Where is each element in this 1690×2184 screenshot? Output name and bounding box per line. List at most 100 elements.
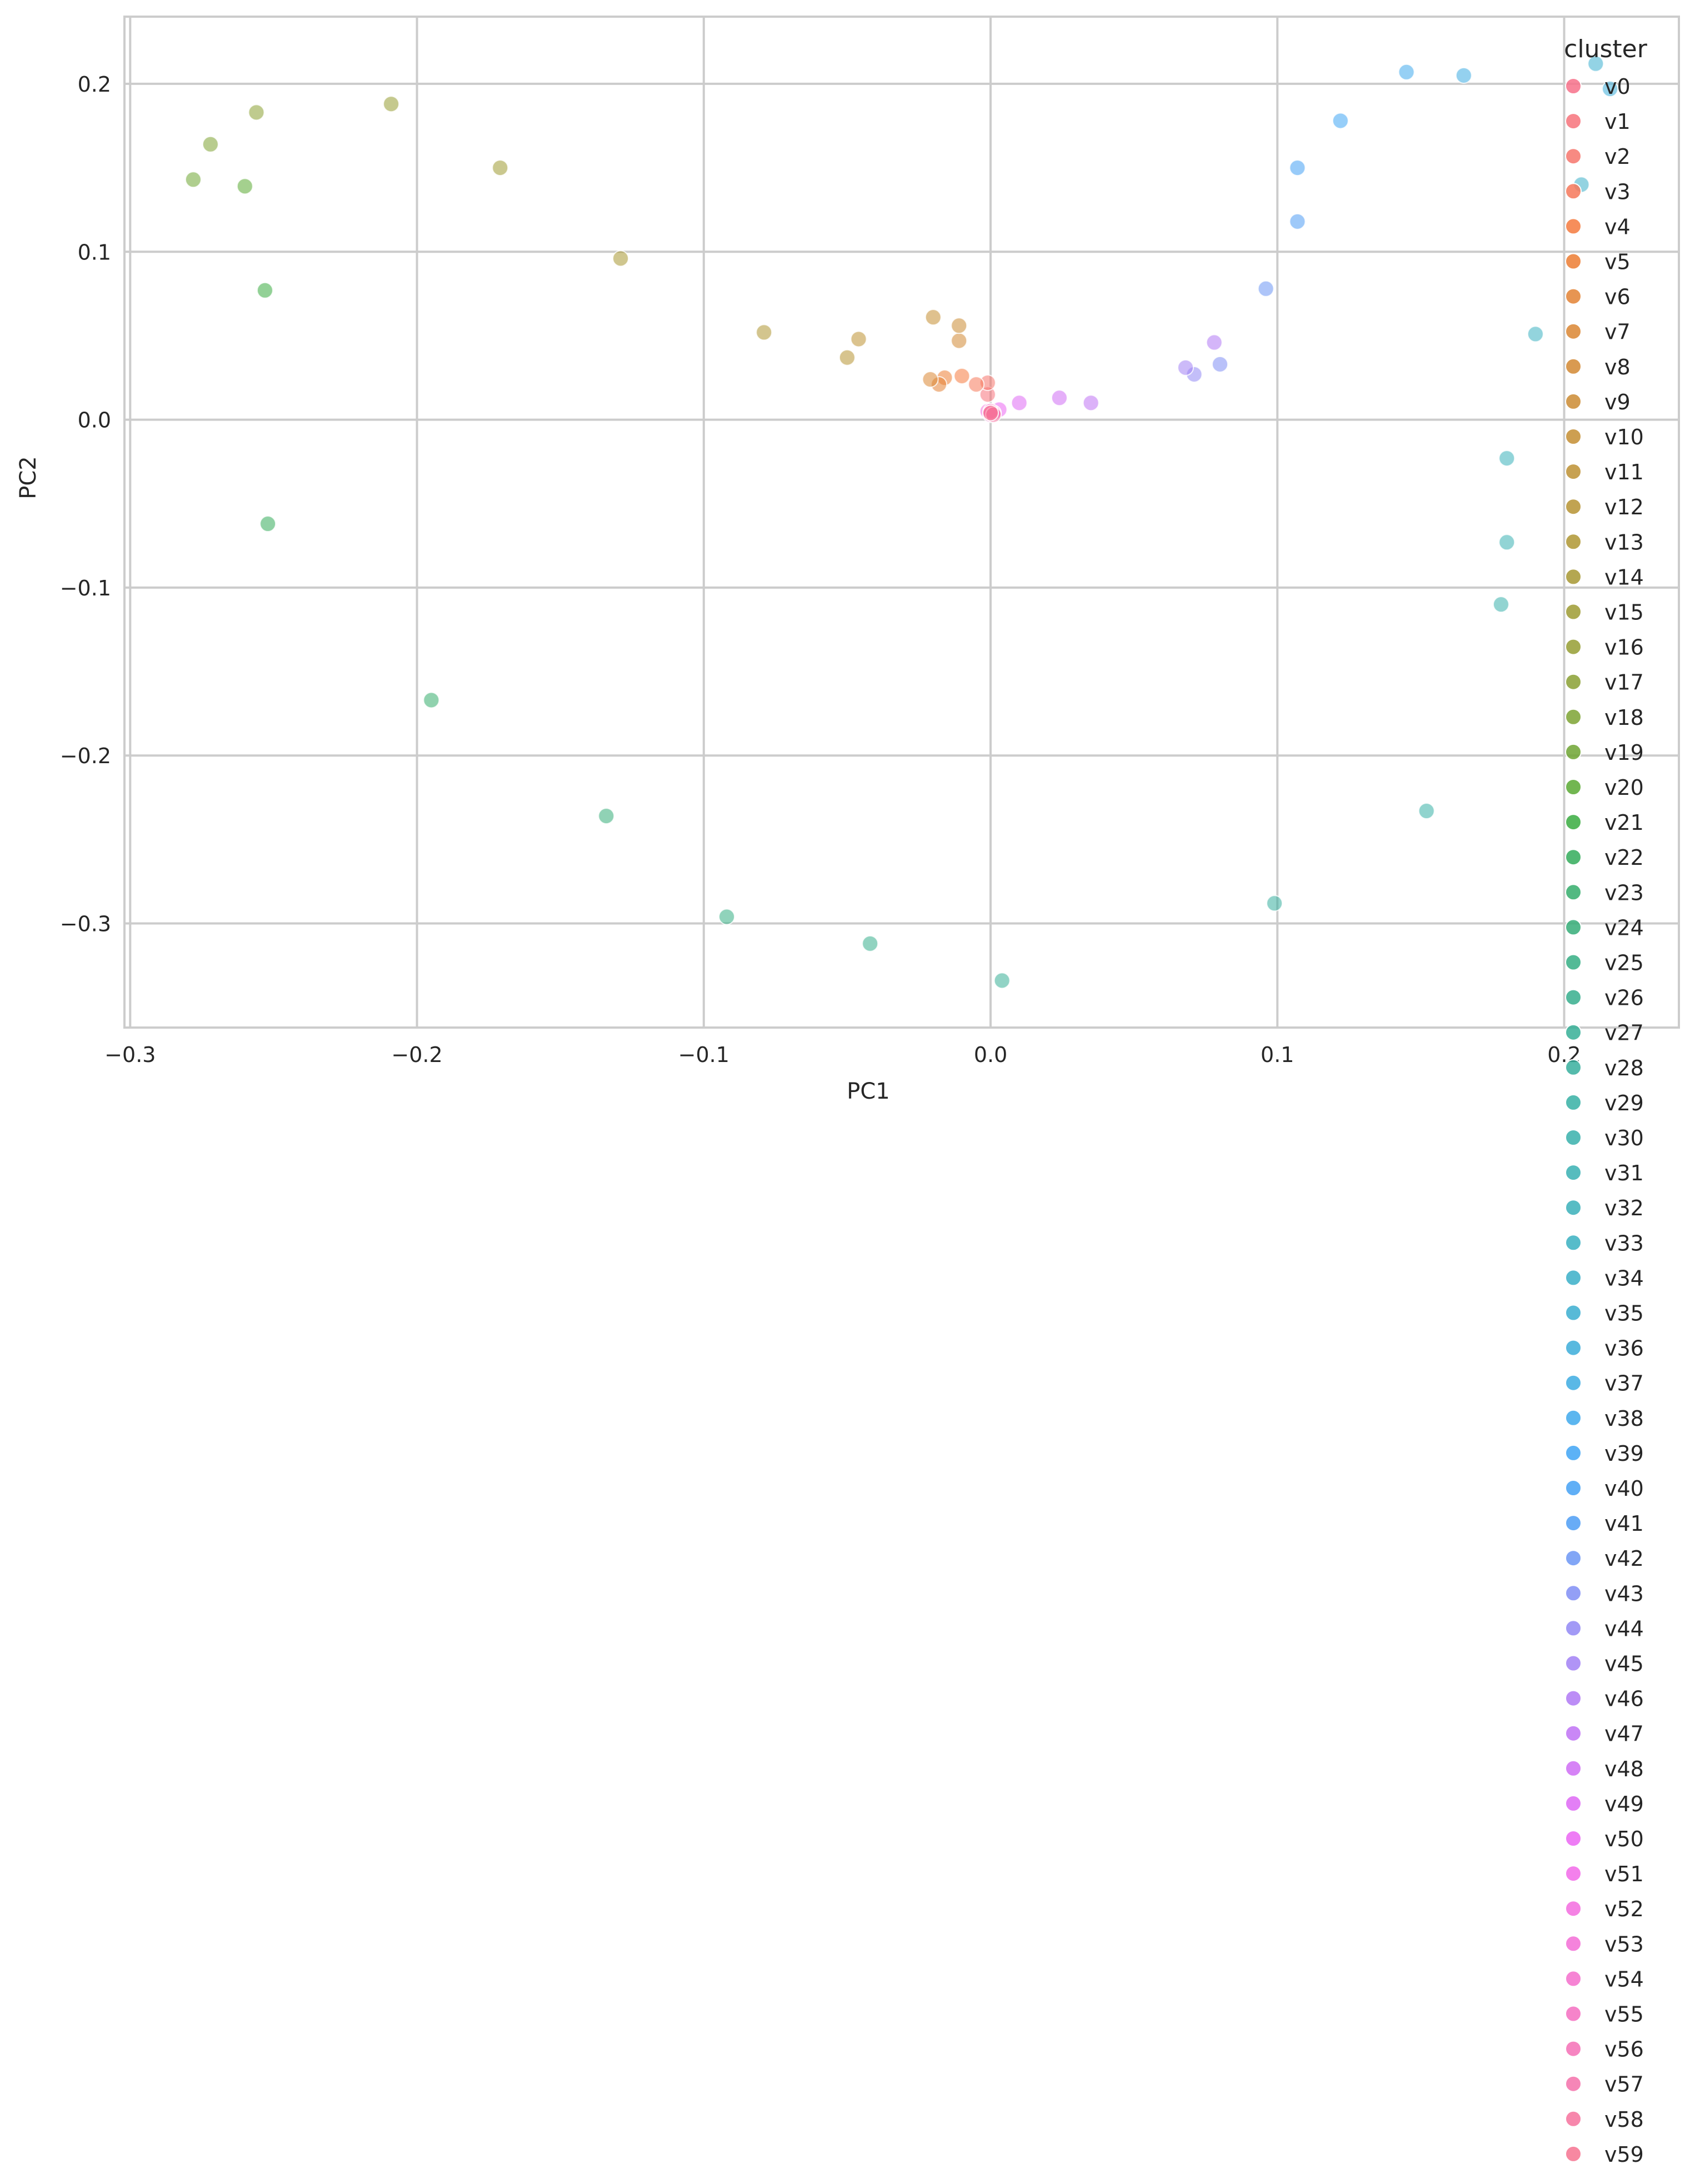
data-point-v38 bbox=[1398, 63, 1415, 81]
legend-label-v34: v34 bbox=[1604, 1266, 1644, 1290]
data-point-v49 bbox=[1011, 394, 1028, 412]
data-point-v31 bbox=[1498, 534, 1516, 551]
legend-marker-v44 bbox=[1565, 1620, 1582, 1637]
data-point-v20 bbox=[236, 178, 253, 195]
legend-marker-v2 bbox=[1565, 148, 1582, 165]
y-tick-label: 0.2 bbox=[78, 72, 111, 97]
data-point-v21 bbox=[256, 282, 273, 299]
legend-marker-v30 bbox=[1565, 1129, 1582, 1146]
legend-label-v11: v11 bbox=[1604, 460, 1644, 484]
legend-label-v1: v1 bbox=[1604, 109, 1631, 134]
x-axis-ticks: −0.3 −0.2 −0.1 0.0 0.1 0.2 bbox=[104, 1043, 1581, 1067]
data-point-v9 bbox=[951, 317, 968, 334]
legend-label-v27: v27 bbox=[1604, 1021, 1644, 1045]
legend-label-v16: v16 bbox=[1604, 635, 1644, 660]
legend-marker-v4 bbox=[1565, 218, 1582, 235]
legend: cluster v0 v1 v2 v3 v4 v5 v6 v7 v8 v9 v10 v11 v12 v13… bbox=[1564, 35, 1648, 2167]
legend-marker-v37 bbox=[1565, 1374, 1582, 1391]
legend-marker-v28 bbox=[1565, 1059, 1582, 1076]
legend-marker-v40 bbox=[1565, 1480, 1582, 1496]
x-tick-label: −0.2 bbox=[391, 1043, 442, 1067]
data-point-v22 bbox=[259, 515, 277, 533]
legend-marker-v5 bbox=[1565, 253, 1582, 270]
legend-marker-v43 bbox=[1565, 1585, 1582, 1602]
x-tick-label: 0.1 bbox=[1261, 1043, 1294, 1067]
legend-marker-v59 bbox=[1565, 2145, 1582, 2162]
data-point-v26 bbox=[862, 935, 879, 952]
legend-label-v52: v52 bbox=[1604, 1897, 1644, 1921]
legend-label-v20: v20 bbox=[1604, 775, 1644, 800]
data-point-v11 bbox=[850, 330, 867, 348]
legend-label-v14: v14 bbox=[1604, 565, 1644, 589]
legend-marker-v38 bbox=[1565, 1409, 1582, 1426]
data-point-v27 bbox=[993, 972, 1011, 989]
legend-label-v5: v5 bbox=[1604, 250, 1631, 274]
legend-marker-v9 bbox=[1565, 393, 1582, 410]
legend-marker-v31 bbox=[1565, 1164, 1582, 1181]
legend-marker-v52 bbox=[1565, 1900, 1582, 1917]
legend-marker-v32 bbox=[1565, 1199, 1582, 1216]
legend-marker-v21 bbox=[1565, 814, 1582, 831]
legend-label-v38: v38 bbox=[1604, 1406, 1644, 1431]
legend-marker-v3 bbox=[1565, 183, 1582, 200]
data-point-v39 bbox=[1332, 112, 1349, 129]
legend-label-v35: v35 bbox=[1604, 1301, 1644, 1326]
legend-marker-v8 bbox=[1565, 358, 1582, 375]
legend-marker-v58 bbox=[1565, 2110, 1582, 2127]
data-point-v47 bbox=[1082, 394, 1099, 412]
data-point-v37 bbox=[1455, 67, 1472, 84]
legend-marker-v35 bbox=[1565, 1304, 1582, 1321]
data-point-v43 bbox=[1212, 355, 1229, 373]
data-point-v14 bbox=[612, 250, 629, 267]
legend-title: cluster bbox=[1564, 35, 1648, 63]
legend-label-v17: v17 bbox=[1604, 670, 1644, 695]
legend-marker-v51 bbox=[1565, 1865, 1582, 1882]
legend-marker-v36 bbox=[1565, 1339, 1582, 1356]
x-tick-label: 0.0 bbox=[974, 1043, 1007, 1067]
legend-label-v33: v33 bbox=[1604, 1231, 1644, 1255]
legend-marker-v39 bbox=[1565, 1444, 1582, 1461]
legend-label-v0: v0 bbox=[1604, 74, 1631, 99]
data-point-v18 bbox=[202, 136, 219, 153]
legend-marker-v22 bbox=[1565, 849, 1582, 866]
legend-label-v2: v2 bbox=[1604, 144, 1631, 169]
legend-label-v54: v54 bbox=[1604, 1967, 1644, 1991]
data-point-v40 bbox=[1289, 159, 1306, 177]
legend-marker-v42 bbox=[1565, 1550, 1582, 1567]
legend-label-v26: v26 bbox=[1604, 986, 1644, 1010]
data-point-v7 bbox=[922, 371, 939, 388]
legend-label-v25: v25 bbox=[1604, 951, 1644, 975]
data-point-v17 bbox=[248, 104, 265, 121]
data-point-v29 bbox=[1418, 803, 1435, 819]
data-point-v36 bbox=[1602, 81, 1619, 97]
legend-marker-v47 bbox=[1565, 1725, 1582, 1742]
legend-marker-v18 bbox=[1565, 708, 1582, 725]
legend-marker-v13 bbox=[1565, 533, 1582, 550]
data-point-v30 bbox=[1492, 596, 1509, 613]
legend-label-v45: v45 bbox=[1604, 1652, 1644, 1676]
legend-marker-v0 bbox=[1565, 78, 1582, 94]
data-point-v42 bbox=[1257, 280, 1274, 297]
legend-marker-v57 bbox=[1565, 2075, 1582, 2092]
legend-label-v59: v59 bbox=[1604, 2142, 1644, 2167]
legend-marker-v17 bbox=[1565, 673, 1582, 690]
data-point-v19 bbox=[184, 171, 202, 188]
legend-marker-v1 bbox=[1565, 113, 1582, 130]
data-point-v46 bbox=[1206, 334, 1223, 351]
data-points bbox=[184, 55, 1619, 989]
legend-label-v10: v10 bbox=[1604, 425, 1644, 449]
legend-marker-v20 bbox=[1565, 779, 1582, 795]
legend-label-v42: v42 bbox=[1604, 1546, 1644, 1571]
legend-label-v22: v22 bbox=[1604, 845, 1644, 870]
legend-marker-v46 bbox=[1565, 1690, 1582, 1707]
legend-marker-v23 bbox=[1565, 884, 1582, 901]
y-tick-label: 0.1 bbox=[78, 240, 111, 264]
legend-marker-v41 bbox=[1565, 1515, 1582, 1532]
legend-label-v30: v30 bbox=[1604, 1126, 1644, 1150]
legend-label-v44: v44 bbox=[1604, 1616, 1644, 1641]
legend-label-v46: v46 bbox=[1604, 1687, 1644, 1711]
legend-label-v19: v19 bbox=[1604, 740, 1644, 765]
legend-label-v41: v41 bbox=[1604, 1511, 1644, 1536]
legend-label-v21: v21 bbox=[1604, 810, 1644, 835]
plot-frame bbox=[123, 16, 1680, 1029]
